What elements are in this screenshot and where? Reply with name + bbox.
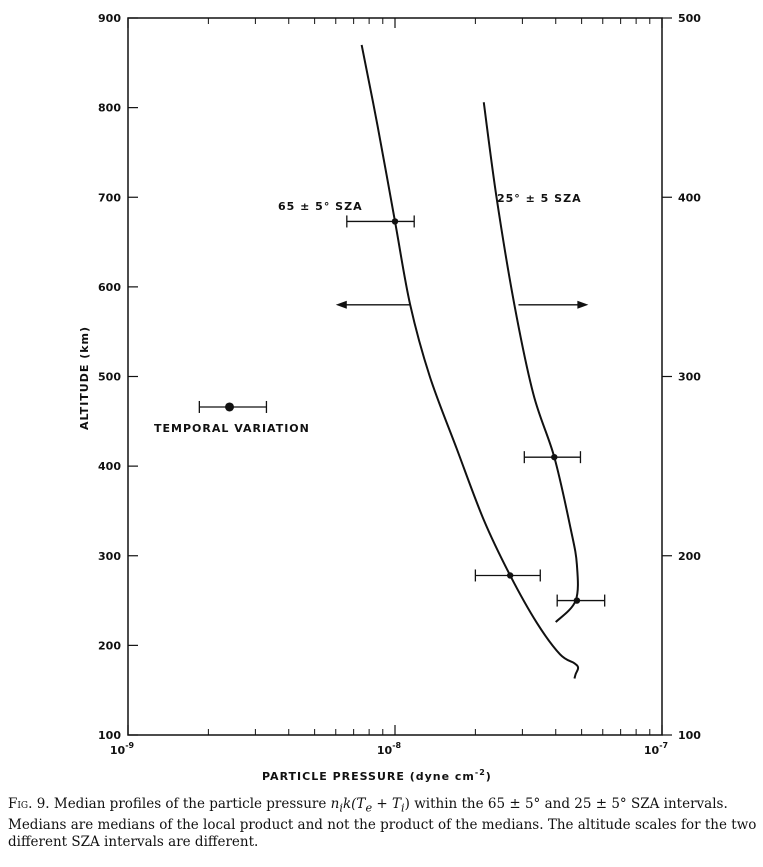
caption-formula-close: )	[404, 796, 410, 812]
y-right-tick-label: 100	[678, 729, 701, 742]
y-right-tick-label: 500	[678, 12, 701, 25]
y-left-tick-label: 700	[98, 191, 121, 204]
altitude-pressure-chart: 10-9 10-8 10-7 100 200 300 400 500 600 700 800 900…	[78, 12, 701, 783]
data-point	[551, 453, 558, 461]
figure-caption: Fig. 9. Median profiles of the particle …	[8, 796, 760, 851]
y-axis-title: ALTITUDE (km)	[78, 326, 91, 430]
y-left-tick-label: 100	[98, 729, 121, 742]
y-right-tick-label: 400	[678, 191, 701, 204]
plot-frame	[127, 17, 663, 736]
temporal-variation-label: TEMPORAL VARIATION	[154, 422, 310, 435]
x-axis-title: PARTICLE PRESSURE (dyne cm-2)	[262, 768, 492, 783]
y-left-tick-label: 800	[98, 102, 121, 115]
x-tick-label: 10-7	[644, 741, 668, 757]
series-line-1	[360, 44, 580, 679]
caption-sub-e: e	[365, 801, 373, 815]
series-label-65: 65 ± 5° SZA	[278, 200, 363, 213]
y-left-tick-label: 200	[98, 639, 121, 652]
caption-sub-i: i	[339, 801, 343, 815]
caption-formula-plus: + T	[372, 796, 402, 812]
x-axis-ticks: 10-9 10-8 10-7	[110, 18, 668, 757]
y-axis-left-ticks: 100 200 300 400 500 600 700 800 900	[98, 12, 138, 742]
data-point	[391, 218, 399, 225]
y-left-tick-label: 600	[98, 281, 121, 294]
caption-sub-i2: i	[401, 801, 405, 815]
y-right-tick-label: 300	[678, 371, 701, 384]
caption-formula-kt: k(T	[342, 796, 366, 812]
arrow-right-head	[577, 300, 589, 309]
arrow-left-head	[335, 300, 347, 309]
y-left-tick-label: 300	[98, 550, 121, 563]
y-axis-right-ticks: 100 200 300 400 500	[662, 12, 701, 742]
series-label-25: 25° ± 5 SZA	[497, 192, 582, 205]
temporal-point	[225, 402, 235, 412]
y-right-tick-label: 200	[678, 550, 701, 563]
x-tick-label: 10-9	[110, 741, 135, 757]
annotations-group: 65 ± 5° SZA 25° ± 5 SZA TEMPORAL VARIATION	[154, 192, 589, 435]
y-left-tick-label: 500	[98, 371, 121, 384]
caption-text-2: within the 65 ± 5° and 25 ± 5° SZA inter…	[8, 796, 757, 850]
y-left-tick-label: 900	[98, 12, 121, 25]
y-left-tick-label: 400	[98, 460, 121, 473]
x-tick-label: 10-8	[377, 741, 402, 757]
caption-text-1: Median profiles of the particle pressure	[49, 796, 331, 812]
data-point	[506, 572, 514, 579]
data-point	[573, 597, 581, 604]
caption-formula-n: n	[330, 796, 340, 812]
series-group	[346, 44, 606, 679]
caption-fig-number: Fig. 9.	[8, 796, 50, 812]
series-line-2	[482, 102, 579, 623]
